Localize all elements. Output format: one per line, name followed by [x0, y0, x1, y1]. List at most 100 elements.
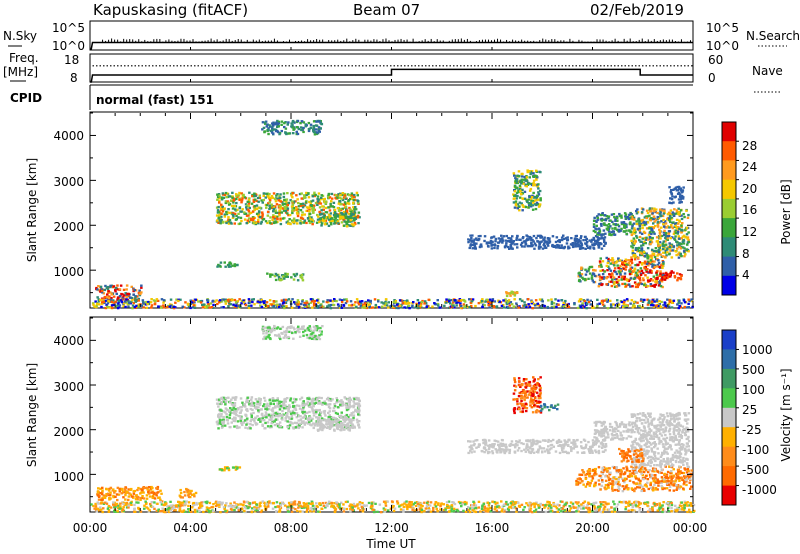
- data-cell: [131, 299, 134, 302]
- data-cell: [283, 125, 286, 129]
- data-cell: [546, 306, 550, 309]
- data-cell: [245, 423, 248, 426]
- data-cell: [669, 197, 672, 200]
- data-cell: [299, 219, 302, 222]
- data-cell: [134, 296, 137, 299]
- data-cell: [584, 273, 588, 276]
- data-cell: [686, 216, 690, 219]
- data-cell: [682, 299, 686, 302]
- data-cell: [577, 244, 580, 247]
- data-cell: [557, 244, 560, 247]
- data-cell: [248, 206, 251, 210]
- data-cell: [312, 426, 315, 430]
- data-cell: [336, 220, 340, 223]
- data-cell: [256, 222, 260, 225]
- data-cell: [247, 199, 251, 202]
- data-cell: [639, 222, 643, 226]
- data-cell: [124, 498, 127, 501]
- data-cell: [327, 415, 330, 419]
- data-cell: [192, 304, 196, 307]
- data-cell: [336, 195, 340, 198]
- data-cell: [281, 414, 284, 417]
- data-cell: [241, 197, 244, 200]
- data-cell: [364, 302, 367, 305]
- data-cell: [247, 306, 251, 310]
- data-cell: [620, 300, 624, 304]
- data-cell: [271, 128, 274, 132]
- data-cell: [680, 224, 683, 227]
- data-cell: [107, 291, 110, 294]
- data-cell: [658, 303, 661, 306]
- data-cell: [113, 301, 116, 305]
- data-cell: [296, 198, 299, 201]
- data-cell: [635, 234, 638, 238]
- data-cell: [656, 257, 659, 261]
- data-cell: [677, 191, 681, 195]
- data-cell: [193, 306, 197, 309]
- data-cell: [285, 201, 288, 204]
- data-cell: [424, 300, 427, 303]
- data-cell: [666, 213, 670, 216]
- data-cell: [411, 306, 414, 309]
- data-cell: [647, 264, 650, 267]
- data-cell: [630, 215, 634, 219]
- data-cell: [297, 208, 300, 211]
- data-cell: [536, 302, 540, 305]
- data-cell: [306, 305, 309, 308]
- data-cell: [261, 128, 264, 131]
- data-cell: [295, 126, 299, 129]
- data-cell: [340, 421, 343, 425]
- data-cell: [219, 410, 222, 413]
- data-cell: [250, 415, 253, 419]
- data-cell: [652, 304, 655, 307]
- data-cell: [295, 211, 299, 214]
- data-cell: [233, 204, 236, 208]
- data-cell: [216, 193, 219, 196]
- data-cell: [193, 495, 196, 498]
- data-cell: [251, 210, 255, 213]
- data-cell: [281, 302, 285, 305]
- data-cell: [597, 232, 600, 235]
- data-cell: [285, 336, 288, 339]
- data-cell: [342, 218, 345, 221]
- data-cell: [673, 274, 677, 278]
- data-cell: [217, 211, 221, 214]
- data-cell: [659, 305, 663, 309]
- data-cell: [638, 270, 641, 273]
- data-cell: [225, 221, 228, 225]
- data-cell: [628, 273, 632, 276]
- data-cell: [516, 203, 520, 206]
- data-cell: [587, 277, 590, 280]
- data-cell: [458, 298, 462, 301]
- data-cell: [282, 413, 285, 416]
- data-cell: [394, 301, 398, 304]
- data-cell: [201, 306, 205, 309]
- data-cell: [302, 406, 305, 409]
- data-cell: [612, 223, 615, 226]
- data-cell: [500, 234, 503, 237]
- data-cell: [134, 295, 137, 298]
- data-cell: [318, 210, 321, 214]
- data-cell: [647, 306, 650, 310]
- data-cell: [321, 401, 325, 405]
- data-cell: [455, 301, 458, 304]
- data-cell: [338, 196, 342, 199]
- data-cell: [142, 497, 146, 500]
- data-cell: [680, 217, 684, 221]
- data-cell: [239, 216, 243, 219]
- data-cell: [661, 266, 664, 269]
- data-cell: [526, 170, 529, 174]
- data-cell: [653, 232, 656, 235]
- data-cell: [281, 217, 285, 220]
- data-cell: [630, 239, 633, 242]
- data-cell: [417, 306, 420, 310]
- data-cell: [524, 241, 527, 244]
- data-cell: [130, 487, 133, 491]
- data-cell: [257, 410, 260, 414]
- data-cell: [339, 414, 343, 417]
- data-cell: [118, 288, 122, 291]
- data-cell: [346, 422, 350, 425]
- data-cell: [651, 229, 654, 232]
- data-cell: [250, 414, 253, 417]
- data-cell: [679, 247, 683, 250]
